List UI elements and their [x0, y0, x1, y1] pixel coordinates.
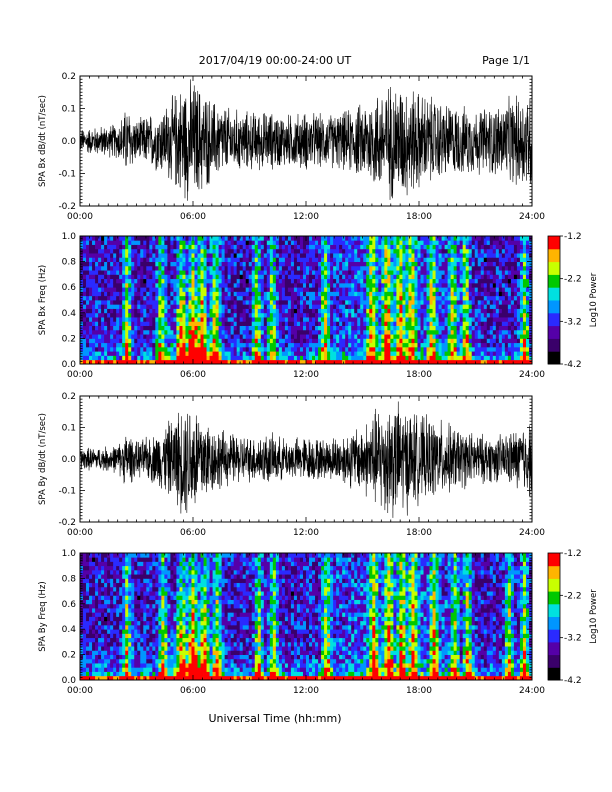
y-axis-label: SPA By dB/dt (nT/sec) [38, 413, 48, 505]
y-tick-label: 0.8 [62, 258, 77, 268]
y-axis-label: SPA By Freq (Hz) [38, 581, 48, 651]
colorbar-tick-label: -3.2 [564, 634, 582, 644]
x-tick-label: 06:00 [180, 212, 206, 222]
y-tick-label: 0.4 [62, 625, 77, 635]
y-tick-label: 0.0 [62, 455, 77, 465]
x-tick-label: 12:00 [293, 212, 319, 222]
colorbar-tick-label: -4.2 [564, 360, 582, 370]
y-tick-label: 0.4 [62, 309, 77, 319]
plot-frame [79, 395, 533, 523]
colorbar: -1.2 -2.2 -3.2 -4.2 Log10 Power [547, 549, 599, 686]
y-tick-label: 0.0 [62, 360, 77, 370]
y-tick-label: 0.1 [62, 424, 76, 434]
y-tick-label: 1.0 [62, 549, 77, 559]
y-tick-label: 0.2 [62, 334, 76, 344]
x-tick-label: 24:00 [519, 212, 545, 222]
colorbar-label: Log10 Power [589, 589, 599, 644]
plot-frame [79, 235, 533, 365]
colorbar: -1.2 -2.2 -3.2 -4.2 Log10 Power [547, 232, 599, 370]
bx-dbdt-panel: 00:00 06:00 12:00 18:00 24:00 -0.2 -0.1 0.0 0.1 0… [38, 72, 545, 222]
x-tick-label: 24:00 [519, 686, 545, 696]
dbdt-trace-line [80, 401, 532, 518]
plot-frame [79, 75, 533, 207]
colorbar-tick-label: -2.2 [564, 275, 582, 285]
x-tick-label: 06:00 [180, 370, 206, 380]
y-tick-label: 0.2 [62, 651, 76, 661]
x-tick-label: 00:00 [67, 370, 93, 380]
y-tick-label: 1.0 [62, 232, 77, 242]
y-tick-label: 0.8 [62, 574, 77, 584]
y-tick-label: 0.2 [62, 72, 76, 82]
x-tick-label: 24:00 [519, 370, 545, 380]
y-axis-label: SPA Bx dB/dt (nT/sec) [38, 95, 48, 187]
x-tick-label: 18:00 [406, 370, 432, 380]
y-tick-label: -0.1 [58, 170, 76, 180]
y-tick-label: 0.6 [62, 283, 77, 293]
x-tick-label: 18:00 [406, 212, 432, 222]
colorbar-tick-label: -4.2 [564, 676, 582, 686]
colorbar-label: Log10 Power [589, 272, 599, 327]
by-spectrogram-panel: 00:00 06:00 12:00 18:00 24:00 0.0 0.2 0.4 0.6 0.8… [38, 549, 599, 696]
page-indicator: Page 1/1 [482, 54, 530, 67]
x-tick-label: 24:00 [519, 528, 545, 538]
y-tick-label: -0.2 [58, 518, 76, 528]
colorbar-tick-label: -2.2 [564, 591, 582, 601]
colorbar-tick-label: -1.2 [564, 232, 582, 242]
x-tick-label: 00:00 [67, 528, 93, 538]
spectrogram-cells [80, 236, 533, 365]
spectrogram-cells [80, 553, 533, 681]
x-tick-label: 12:00 [293, 528, 319, 538]
by-dbdt-panel: 00:00 06:00 12:00 18:00 24:00 -0.2 -0.1 0.0 0.1 0… [38, 392, 545, 538]
figure-title: 2017/04/19 00:00-24:00 UT [199, 54, 352, 67]
y-tick-label: 0.6 [62, 600, 77, 610]
x-tick-label: 00:00 [67, 686, 93, 696]
y-tick-label: -0.2 [58, 202, 76, 212]
y-tick-label: 0.0 [62, 676, 77, 686]
x-tick-label: 12:00 [293, 370, 319, 380]
y-tick-label: 0.2 [62, 392, 76, 402]
y-tick-label: 0.1 [62, 105, 76, 115]
bx-spectrogram-panel: 00:00 06:00 12:00 18:00 24:00 0.0 0.2 0.4 0.6 0.8… [38, 232, 599, 380]
x-tick-label: 18:00 [406, 686, 432, 696]
colorbar-tick-label: -1.2 [564, 549, 582, 559]
y-axis-label: SPA Bx Freq (Hz) [38, 265, 48, 335]
x-tick-label: 06:00 [180, 686, 206, 696]
x-tick-label: 12:00 [293, 686, 319, 696]
x-tick-label: 00:00 [67, 212, 93, 222]
x-tick-label: 18:00 [406, 528, 432, 538]
colorbar-tick-label: -3.2 [564, 317, 582, 327]
x-tick-label: 06:00 [180, 528, 206, 538]
plot-frame [79, 552, 533, 681]
x-axis-label: Universal Time (hh:mm) [209, 712, 342, 725]
dbdt-trace-line [80, 79, 532, 201]
y-tick-label: -0.1 [58, 487, 76, 497]
y-tick-label: 0.0 [62, 137, 77, 147]
